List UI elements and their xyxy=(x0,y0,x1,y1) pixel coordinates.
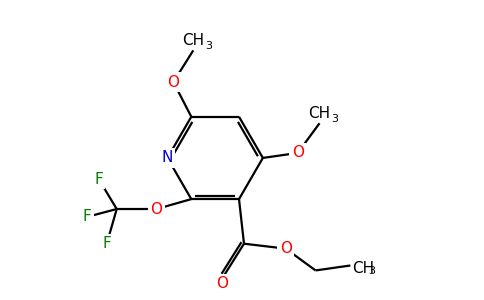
Text: O: O xyxy=(167,75,180,90)
Text: O: O xyxy=(292,146,303,160)
Text: 3: 3 xyxy=(368,266,375,276)
Text: F: F xyxy=(94,172,103,187)
Text: O: O xyxy=(151,202,163,217)
Text: O: O xyxy=(216,276,228,291)
Text: 3: 3 xyxy=(332,114,338,124)
Text: 3: 3 xyxy=(205,41,212,51)
Text: CH: CH xyxy=(182,33,204,48)
Text: F: F xyxy=(103,236,111,251)
Text: N: N xyxy=(162,150,173,165)
Text: CH: CH xyxy=(308,106,331,121)
Text: F: F xyxy=(82,209,91,224)
Text: CH: CH xyxy=(352,261,375,276)
Text: O: O xyxy=(280,241,292,256)
